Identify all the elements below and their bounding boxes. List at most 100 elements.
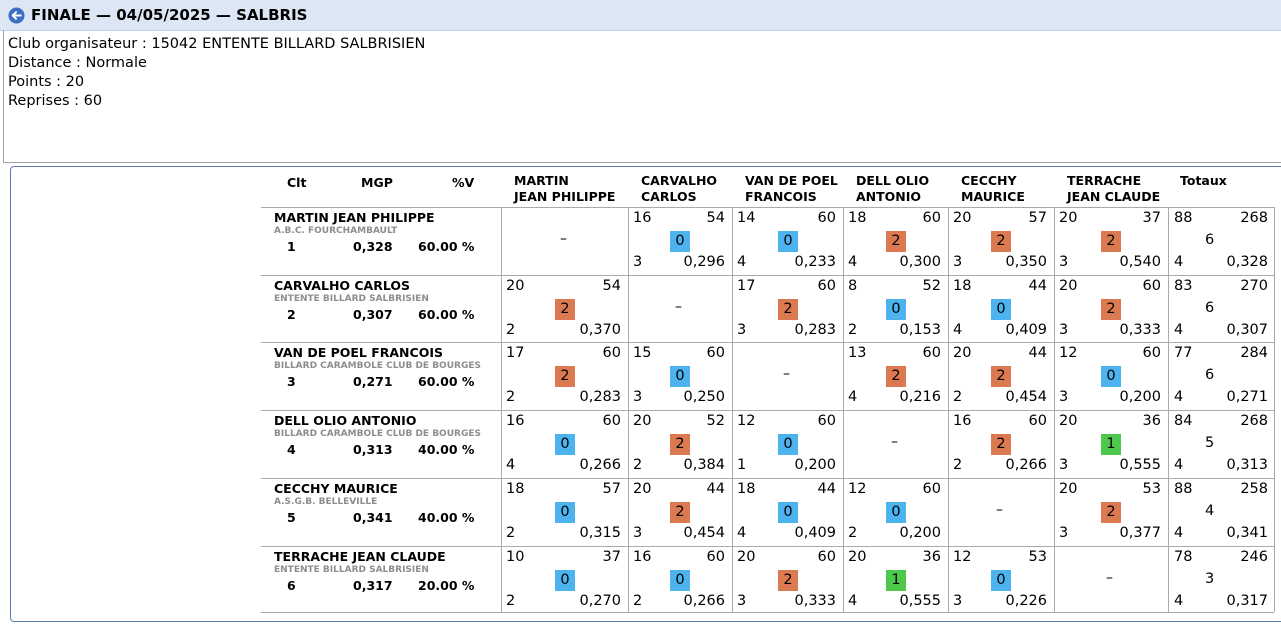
match-average: 0,266 — [579, 457, 621, 473]
table-column-divider — [1054, 207, 1055, 612]
column-header-opponent-line1: TERRACHE — [1067, 173, 1142, 188]
match-series: 4 — [737, 525, 747, 541]
match-result-badge: 0 — [886, 299, 906, 320]
info-panel-border — [3, 30, 4, 162]
match-series: 2 — [506, 525, 516, 541]
match-series: 1 — [737, 457, 747, 473]
match-points: 10 — [506, 549, 525, 565]
match-average: 0,409 — [1005, 322, 1047, 338]
player-rank: 3 — [287, 374, 296, 389]
match-reprises: 54 — [706, 210, 725, 226]
points-info: Points : 20 — [8, 74, 85, 90]
match-result-badge: 2 — [555, 299, 575, 320]
match-series: 3 — [633, 525, 643, 541]
match-average: 0,200 — [899, 525, 941, 541]
player-rank: 4 — [287, 442, 296, 457]
empty-cell-marker: – — [560, 231, 567, 247]
total-points: 83 — [1174, 278, 1193, 294]
match-average: 0,250 — [683, 389, 725, 405]
player-name[interactable]: CARVALHO CARLOS — [274, 278, 410, 293]
match-reprises: 54 — [602, 278, 621, 294]
total-average: 0,317 — [1226, 593, 1268, 609]
player-percent-wins: 60.00 % — [418, 374, 475, 389]
match-result-badge: 2 — [886, 366, 906, 387]
total-average: 0,313 — [1226, 457, 1268, 473]
match-reprises: 36 — [1142, 413, 1161, 429]
table-column-divider — [1168, 207, 1169, 612]
match-reprises: 53 — [1142, 481, 1161, 497]
total-series: 4 — [1174, 593, 1184, 609]
match-average: 0,333 — [794, 593, 836, 609]
match-series: 3 — [633, 254, 643, 270]
total-reprises: 268 — [1240, 413, 1268, 429]
match-average: 0,555 — [1119, 457, 1161, 473]
match-points: 16 — [506, 413, 525, 429]
player-name[interactable]: MARTIN JEAN PHILIPPE — [274, 210, 435, 225]
player-name[interactable]: TERRACHE JEAN CLAUDE — [274, 549, 446, 564]
player-name[interactable]: DELL OLIO ANTONIO — [274, 413, 417, 428]
table-column-divider — [628, 207, 629, 612]
match-series: 3 — [1059, 389, 1069, 405]
total-match-points: 6 — [1205, 232, 1215, 248]
match-average: 0,283 — [579, 389, 621, 405]
match-series: 2 — [848, 322, 858, 338]
column-header-opponent-line2: CARLOS — [641, 189, 697, 204]
total-reprises: 268 — [1240, 210, 1268, 226]
match-series: 2 — [506, 389, 516, 405]
total-reprises: 258 — [1240, 481, 1268, 497]
table-row-divider — [261, 612, 1274, 613]
match-result-badge: 0 — [670, 366, 690, 387]
match-result-badge: 0 — [991, 299, 1011, 320]
table-row-divider — [261, 546, 1274, 547]
total-points: 84 — [1174, 413, 1193, 429]
total-match-points: 3 — [1205, 571, 1215, 587]
match-average: 0,540 — [1119, 254, 1161, 270]
info-panel-divider — [3, 162, 1281, 163]
match-series: 4 — [848, 389, 858, 405]
player-mgp: 0,271 — [353, 374, 393, 389]
column-header-clt: Clt — [287, 175, 307, 190]
column-header-opponent-line1: DELL OLIO — [856, 173, 930, 188]
match-result-badge: 0 — [555, 502, 575, 523]
match-points: 20 — [1059, 481, 1078, 497]
match-series: 3 — [1059, 322, 1069, 338]
player-rank: 2 — [287, 307, 296, 322]
match-average: 0,384 — [683, 457, 725, 473]
column-header-opponent-line1: MARTIN — [514, 173, 569, 188]
player-percent-wins: 60.00 % — [418, 307, 475, 322]
player-name[interactable]: VAN DE POEL FRANCOIS — [274, 345, 443, 360]
match-series: 3 — [633, 389, 643, 405]
back-arrow-icon[interactable] — [8, 7, 25, 24]
player-mgp: 0,313 — [353, 442, 393, 457]
results-panel — [10, 166, 1281, 622]
match-reprises: 60 — [706, 345, 725, 361]
match-result-badge: 0 — [778, 434, 798, 455]
match-average: 0,409 — [794, 525, 836, 541]
table-row-divider — [261, 207, 1274, 208]
match-reprises: 44 — [706, 481, 725, 497]
column-header-opponent-line1: CECCHY — [961, 173, 1017, 188]
match-result-badge: 2 — [991, 231, 1011, 252]
match-result-badge: 2 — [886, 231, 906, 252]
match-reprises: 60 — [817, 413, 836, 429]
match-average: 0,377 — [1119, 525, 1161, 541]
player-club: ENTENTE BILLARD SALBRISIEN — [274, 565, 429, 575]
match-result-badge: 2 — [778, 570, 798, 591]
total-series: 4 — [1174, 457, 1184, 473]
player-club: ENTENTE BILLARD SALBRISIEN — [274, 294, 429, 304]
title-bar: FINALE — 04/05/2025 — SALBRIS — [0, 0, 1281, 31]
match-reprises: 52 — [706, 413, 725, 429]
player-name[interactable]: CECCHY MAURICE — [274, 481, 398, 496]
match-reprises: 53 — [1028, 549, 1047, 565]
match-series: 3 — [953, 254, 963, 270]
column-header-pv: %V — [452, 175, 475, 190]
empty-cell-marker: – — [783, 366, 790, 382]
total-points: 88 — [1174, 481, 1193, 497]
player-mgp: 0,317 — [353, 578, 393, 593]
empty-cell-marker: – — [891, 434, 898, 450]
match-reprises: 60 — [1028, 413, 1047, 429]
match-reprises: 60 — [817, 549, 836, 565]
match-series: 3 — [1059, 525, 1069, 541]
match-reprises: 57 — [1028, 210, 1047, 226]
match-average: 0,153 — [899, 322, 941, 338]
